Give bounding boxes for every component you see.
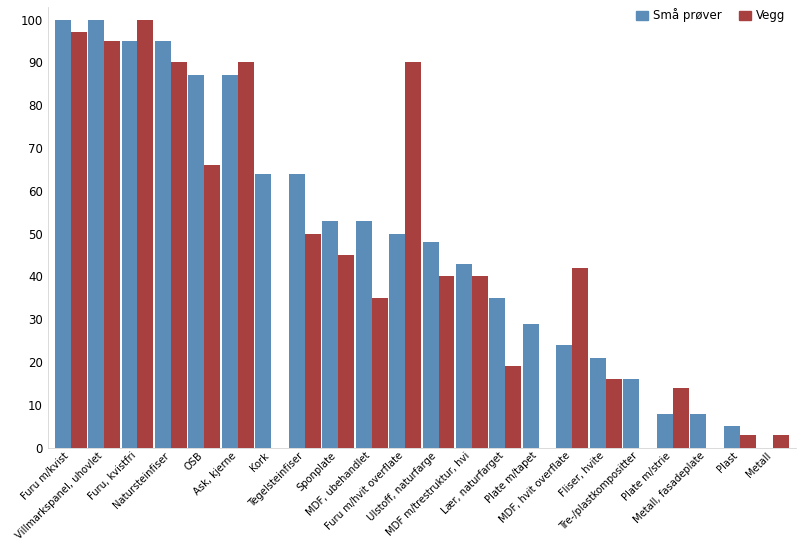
Bar	[122, 41, 138, 448]
Bar	[523, 324, 539, 448]
Bar	[138, 20, 154, 448]
Bar	[422, 242, 438, 448]
Legend: Små prøver, Vegg: Små prøver, Vegg	[631, 4, 790, 27]
Bar	[204, 165, 220, 448]
Bar	[255, 174, 271, 448]
Bar	[673, 388, 689, 448]
Bar	[506, 366, 522, 448]
Bar	[590, 358, 606, 448]
Bar	[572, 268, 588, 448]
Bar	[724, 426, 739, 448]
Bar	[773, 435, 789, 448]
Bar	[405, 62, 421, 448]
Bar	[472, 276, 488, 448]
Bar	[70, 32, 86, 448]
Bar	[690, 414, 706, 448]
Bar	[222, 75, 238, 448]
Bar	[606, 379, 622, 448]
Bar	[171, 62, 187, 448]
Bar	[356, 221, 372, 448]
Bar	[289, 174, 305, 448]
Bar	[305, 234, 321, 448]
Bar	[490, 298, 506, 448]
Bar	[54, 20, 70, 448]
Bar	[238, 62, 254, 448]
Bar	[322, 221, 338, 448]
Bar	[657, 414, 673, 448]
Bar	[104, 41, 120, 448]
Bar	[189, 75, 204, 448]
Bar	[438, 276, 454, 448]
Bar	[556, 345, 572, 448]
Bar	[456, 264, 472, 448]
Bar	[88, 20, 104, 448]
Bar	[155, 41, 171, 448]
Bar	[739, 435, 755, 448]
Bar	[372, 298, 387, 448]
Bar	[389, 234, 405, 448]
Bar	[338, 255, 354, 448]
Bar	[623, 379, 639, 448]
